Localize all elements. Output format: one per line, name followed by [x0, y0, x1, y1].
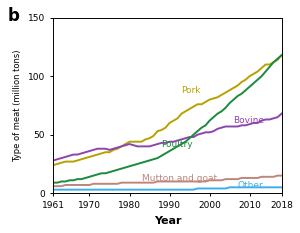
- Poultry: [280, 54, 284, 57]
- Mutton and goat: [244, 177, 247, 179]
- Mutton and goat: [108, 182, 111, 185]
- Bovine: [204, 131, 207, 134]
- Bovine: [104, 147, 107, 150]
- Text: Pork: Pork: [182, 86, 201, 95]
- Pork: [204, 100, 207, 103]
- Other: [104, 188, 107, 191]
- Pork: [104, 151, 107, 154]
- Other: [52, 188, 55, 191]
- Pork: [108, 151, 111, 154]
- Line: Mutton and goat: Mutton and goat: [53, 176, 282, 186]
- Text: b: b: [8, 7, 20, 25]
- Bovine: [108, 148, 111, 151]
- Poultry: [272, 61, 275, 64]
- Pork: [244, 78, 247, 81]
- Other: [228, 186, 231, 189]
- Mutton and goat: [104, 182, 107, 185]
- Other: [280, 186, 284, 189]
- Mutton and goat: [52, 185, 55, 188]
- Bovine: [244, 124, 247, 127]
- Pork: [272, 61, 275, 64]
- Y-axis label: Type of meat (million tons): Type of meat (million tons): [13, 49, 22, 162]
- X-axis label: Year: Year: [154, 216, 181, 226]
- Mutton and goat: [268, 175, 272, 178]
- Poultry: [104, 172, 107, 175]
- Pork: [52, 164, 55, 167]
- Text: Other: Other: [238, 181, 263, 190]
- Poultry: [108, 171, 111, 174]
- Bovine: [52, 159, 55, 162]
- Poultry: [244, 89, 247, 92]
- Poultry: [220, 110, 224, 113]
- Other: [248, 186, 251, 189]
- Line: Bovine: Bovine: [53, 114, 282, 160]
- Mutton and goat: [220, 179, 224, 182]
- Line: Poultry: Poultry: [53, 55, 282, 183]
- Other: [220, 187, 224, 190]
- Other: [272, 186, 275, 189]
- Mutton and goat: [204, 180, 207, 183]
- Mutton and goat: [280, 174, 284, 177]
- Bovine: [220, 126, 224, 129]
- Pork: [220, 93, 224, 96]
- Pork: [280, 54, 284, 57]
- Bovine: [272, 117, 275, 120]
- Text: Mutton and goat: Mutton and goat: [142, 174, 217, 183]
- Bovine: [280, 112, 284, 115]
- Text: Poultry: Poultry: [161, 140, 193, 149]
- Text: Bovine: Bovine: [234, 116, 265, 125]
- Other: [204, 187, 207, 190]
- Line: Pork: Pork: [53, 55, 282, 165]
- Poultry: [52, 181, 55, 184]
- Poultry: [204, 124, 207, 127]
- Line: Other: Other: [53, 187, 282, 190]
- Other: [108, 188, 111, 191]
- Mutton and goat: [276, 174, 279, 177]
